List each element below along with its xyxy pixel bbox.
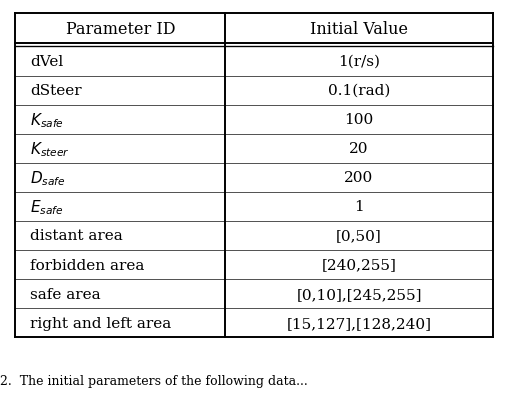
Text: distant area: distant area <box>30 229 123 243</box>
Text: 100: 100 <box>344 113 374 127</box>
Text: Initial Value: Initial Value <box>310 20 408 38</box>
Text: 20: 20 <box>350 142 369 156</box>
Text: dVel: dVel <box>30 55 64 69</box>
Text: dSteer: dSteer <box>30 84 82 98</box>
Text: safe area: safe area <box>30 287 101 301</box>
Text: forbidden area: forbidden area <box>30 258 145 272</box>
Text: 1: 1 <box>354 200 364 214</box>
Text: 200: 200 <box>344 171 374 185</box>
Text: $K_{steer}$: $K_{steer}$ <box>30 139 70 158</box>
Text: [240,255]: [240,255] <box>322 258 396 272</box>
Text: 1(r/s): 1(r/s) <box>338 55 380 69</box>
Text: $E_{safe}$: $E_{safe}$ <box>30 198 64 216</box>
Text: $D_{safe}$: $D_{safe}$ <box>30 169 66 187</box>
Text: [0,50]: [0,50] <box>336 229 382 243</box>
Text: Parameter ID: Parameter ID <box>66 20 175 38</box>
Text: right and left area: right and left area <box>30 316 172 330</box>
Text: $K_{safe}$: $K_{safe}$ <box>30 110 65 129</box>
Text: 0.1(rad): 0.1(rad) <box>328 84 390 98</box>
Text: [15,127],[128,240]: [15,127],[128,240] <box>287 316 432 330</box>
Text: 2.  The initial parameters of the following data...: 2. The initial parameters of the followi… <box>0 374 308 387</box>
Text: [0,10],[245,255]: [0,10],[245,255] <box>296 287 422 301</box>
